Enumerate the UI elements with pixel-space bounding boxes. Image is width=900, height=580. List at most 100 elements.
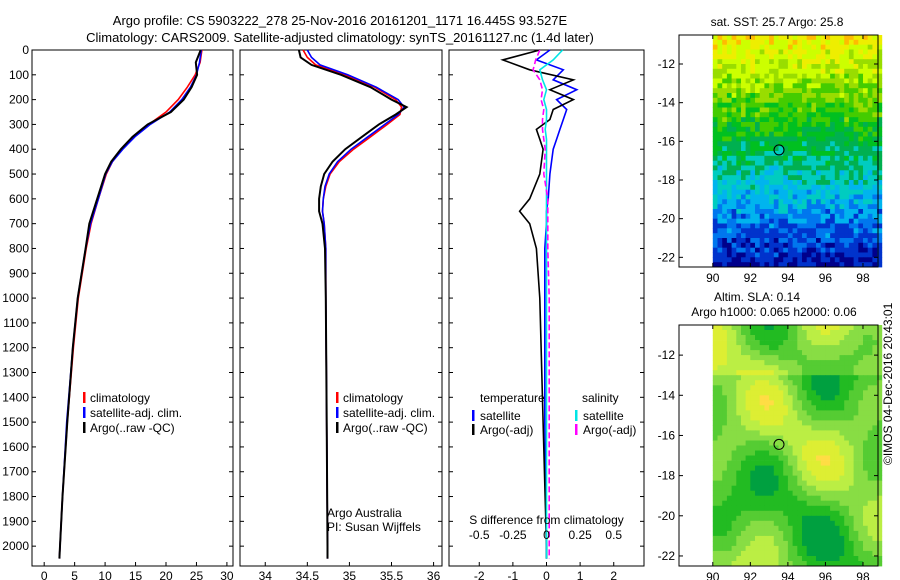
map-cell (764, 530, 770, 537)
map-cell (863, 146, 869, 152)
map-cell (722, 155, 728, 161)
map-cell (726, 170, 732, 176)
map-cell (773, 189, 779, 195)
map-cell (848, 78, 854, 84)
map-cell (792, 49, 798, 55)
map-cell (839, 93, 845, 99)
map-cell (741, 93, 747, 99)
map-cell (773, 385, 779, 391)
map-cell (816, 54, 822, 60)
map-cell (717, 199, 723, 205)
map-cell (844, 485, 850, 492)
map-cell (773, 370, 779, 376)
map-cell (755, 345, 761, 351)
map-cell (792, 515, 798, 522)
map-cell (726, 545, 732, 552)
map-cell (769, 455, 775, 461)
map-cell (764, 545, 770, 552)
map-cell (755, 540, 761, 547)
map-cell (731, 520, 737, 527)
map-cell (731, 223, 737, 229)
map-cell (867, 455, 873, 461)
map-cell (816, 204, 822, 210)
map-cell (853, 83, 859, 89)
map-cell (820, 39, 826, 45)
map-cell (848, 515, 854, 522)
map-cell (863, 430, 869, 436)
map-cell (717, 430, 723, 436)
map-cell (877, 59, 883, 65)
map-cell (853, 490, 859, 497)
map-cell (773, 540, 779, 547)
map-cell (764, 480, 770, 486)
map-cell (722, 112, 728, 118)
map-cell (769, 146, 775, 152)
map-cell (816, 445, 822, 451)
map-cell (853, 440, 859, 446)
map-cell (877, 146, 883, 152)
map-cell (726, 405, 732, 411)
map-cell (848, 480, 854, 486)
map-cell (830, 445, 836, 451)
y-tick-label: 1600 (2, 440, 29, 454)
map-cell (769, 525, 775, 532)
map-cell (792, 97, 798, 103)
map-cell (839, 199, 845, 205)
map-cell (839, 218, 845, 224)
map-cell (820, 97, 826, 103)
map-y-tick-label: -14 (658, 96, 676, 110)
map-cell (877, 510, 883, 517)
map-cell (820, 520, 826, 527)
map-cell (797, 204, 803, 210)
map-cell (792, 510, 798, 517)
map-cell (863, 242, 869, 248)
map-cell (877, 64, 883, 70)
map-cell (712, 228, 718, 234)
map-cell (858, 450, 864, 456)
map-cell (783, 480, 789, 486)
map-cell (750, 335, 756, 341)
map-cell (792, 375, 798, 381)
map-cell (839, 425, 845, 431)
legend-label: satellite-adj. clim. (90, 406, 182, 420)
map-cell (839, 97, 845, 103)
map-cell (834, 238, 840, 244)
map-cell (741, 122, 747, 128)
map-cell (726, 395, 732, 401)
map-cell (863, 209, 869, 215)
map-cell (759, 155, 765, 161)
map-cell (858, 88, 864, 94)
map-cell (778, 425, 784, 431)
map-cell (816, 88, 822, 94)
map-cell (797, 330, 803, 336)
map-cell (741, 117, 747, 123)
map-cell (802, 530, 808, 537)
map-cell (783, 73, 789, 79)
map-cell (778, 83, 784, 89)
map-cell (783, 165, 789, 171)
map-cell (759, 395, 765, 401)
map-cell (858, 515, 864, 522)
map-cell (797, 525, 803, 532)
map-cell (712, 184, 718, 190)
map-cell (736, 131, 742, 137)
map-cell (764, 475, 770, 481)
map-cell (769, 107, 775, 113)
map-cell (863, 252, 869, 258)
map-cell (712, 475, 718, 481)
map-cell (858, 73, 864, 79)
map-cell (726, 233, 732, 239)
map-cell (764, 126, 770, 132)
map-cell (712, 325, 718, 331)
map-cell (872, 335, 878, 341)
map-cell (853, 189, 859, 195)
map-cell (731, 490, 737, 497)
map-cell (839, 155, 845, 161)
map-cell (750, 107, 756, 113)
map-cell (797, 561, 803, 567)
map-cell (787, 68, 793, 74)
map-cell (811, 117, 817, 123)
map-cell (806, 330, 812, 336)
map-cell (863, 400, 869, 406)
map-cell (750, 420, 756, 426)
